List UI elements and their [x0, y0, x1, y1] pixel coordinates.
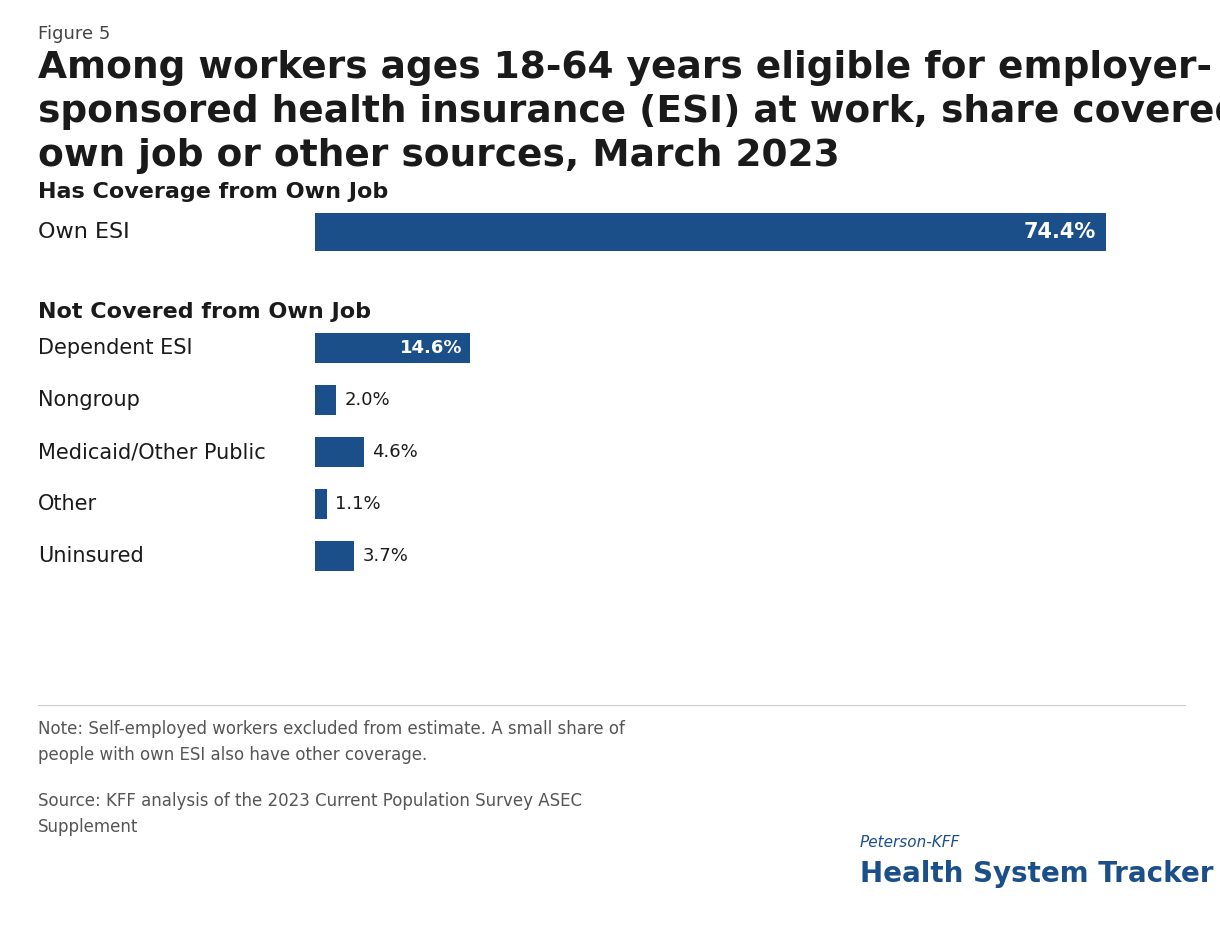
- Text: Note: Self-employed workers excluded from estimate. A small share of: Note: Self-employed workers excluded fro…: [38, 720, 625, 738]
- Text: Among workers ages 18-64 years eligible for employer-: Among workers ages 18-64 years eligible …: [38, 50, 1211, 86]
- Bar: [315, 437, 364, 467]
- Bar: [315, 333, 470, 363]
- Text: Health System Tracker: Health System Tracker: [860, 860, 1214, 888]
- Text: Figure 5: Figure 5: [38, 25, 110, 43]
- Text: Own ESI: Own ESI: [38, 222, 129, 242]
- Text: sponsored health insurance (ESI) at work, share covered from: sponsored health insurance (ESI) at work…: [38, 94, 1220, 130]
- Text: people with own ESI also have other coverage.: people with own ESI also have other cove…: [38, 746, 427, 764]
- Text: 3.7%: 3.7%: [362, 547, 409, 565]
- Bar: [315, 213, 1105, 251]
- Text: Nongroup: Nongroup: [38, 390, 140, 410]
- Text: Dependent ESI: Dependent ESI: [38, 338, 193, 358]
- Text: 1.1%: 1.1%: [334, 495, 381, 513]
- Text: 14.6%: 14.6%: [400, 339, 462, 357]
- Text: 2.0%: 2.0%: [344, 391, 390, 409]
- Bar: [315, 489, 327, 519]
- Text: Not Covered from Own Job: Not Covered from Own Job: [38, 302, 371, 322]
- Bar: [315, 385, 337, 415]
- Text: 74.4%: 74.4%: [1024, 222, 1096, 242]
- Text: Supplement: Supplement: [38, 818, 138, 836]
- Text: Source: KFF analysis of the 2023 Current Population Survey ASEC: Source: KFF analysis of the 2023 Current…: [38, 792, 582, 810]
- Text: Medicaid/Other Public: Medicaid/Other Public: [38, 442, 266, 462]
- Text: 4.6%: 4.6%: [372, 443, 417, 461]
- Text: Uninsured: Uninsured: [38, 546, 144, 566]
- Text: Other: Other: [38, 494, 98, 514]
- Bar: [315, 541, 354, 571]
- Text: own job or other sources, March 2023: own job or other sources, March 2023: [38, 138, 839, 174]
- Text: Peterson-KFF: Peterson-KFF: [860, 835, 960, 850]
- Text: Has Coverage from Own Job: Has Coverage from Own Job: [38, 182, 388, 202]
